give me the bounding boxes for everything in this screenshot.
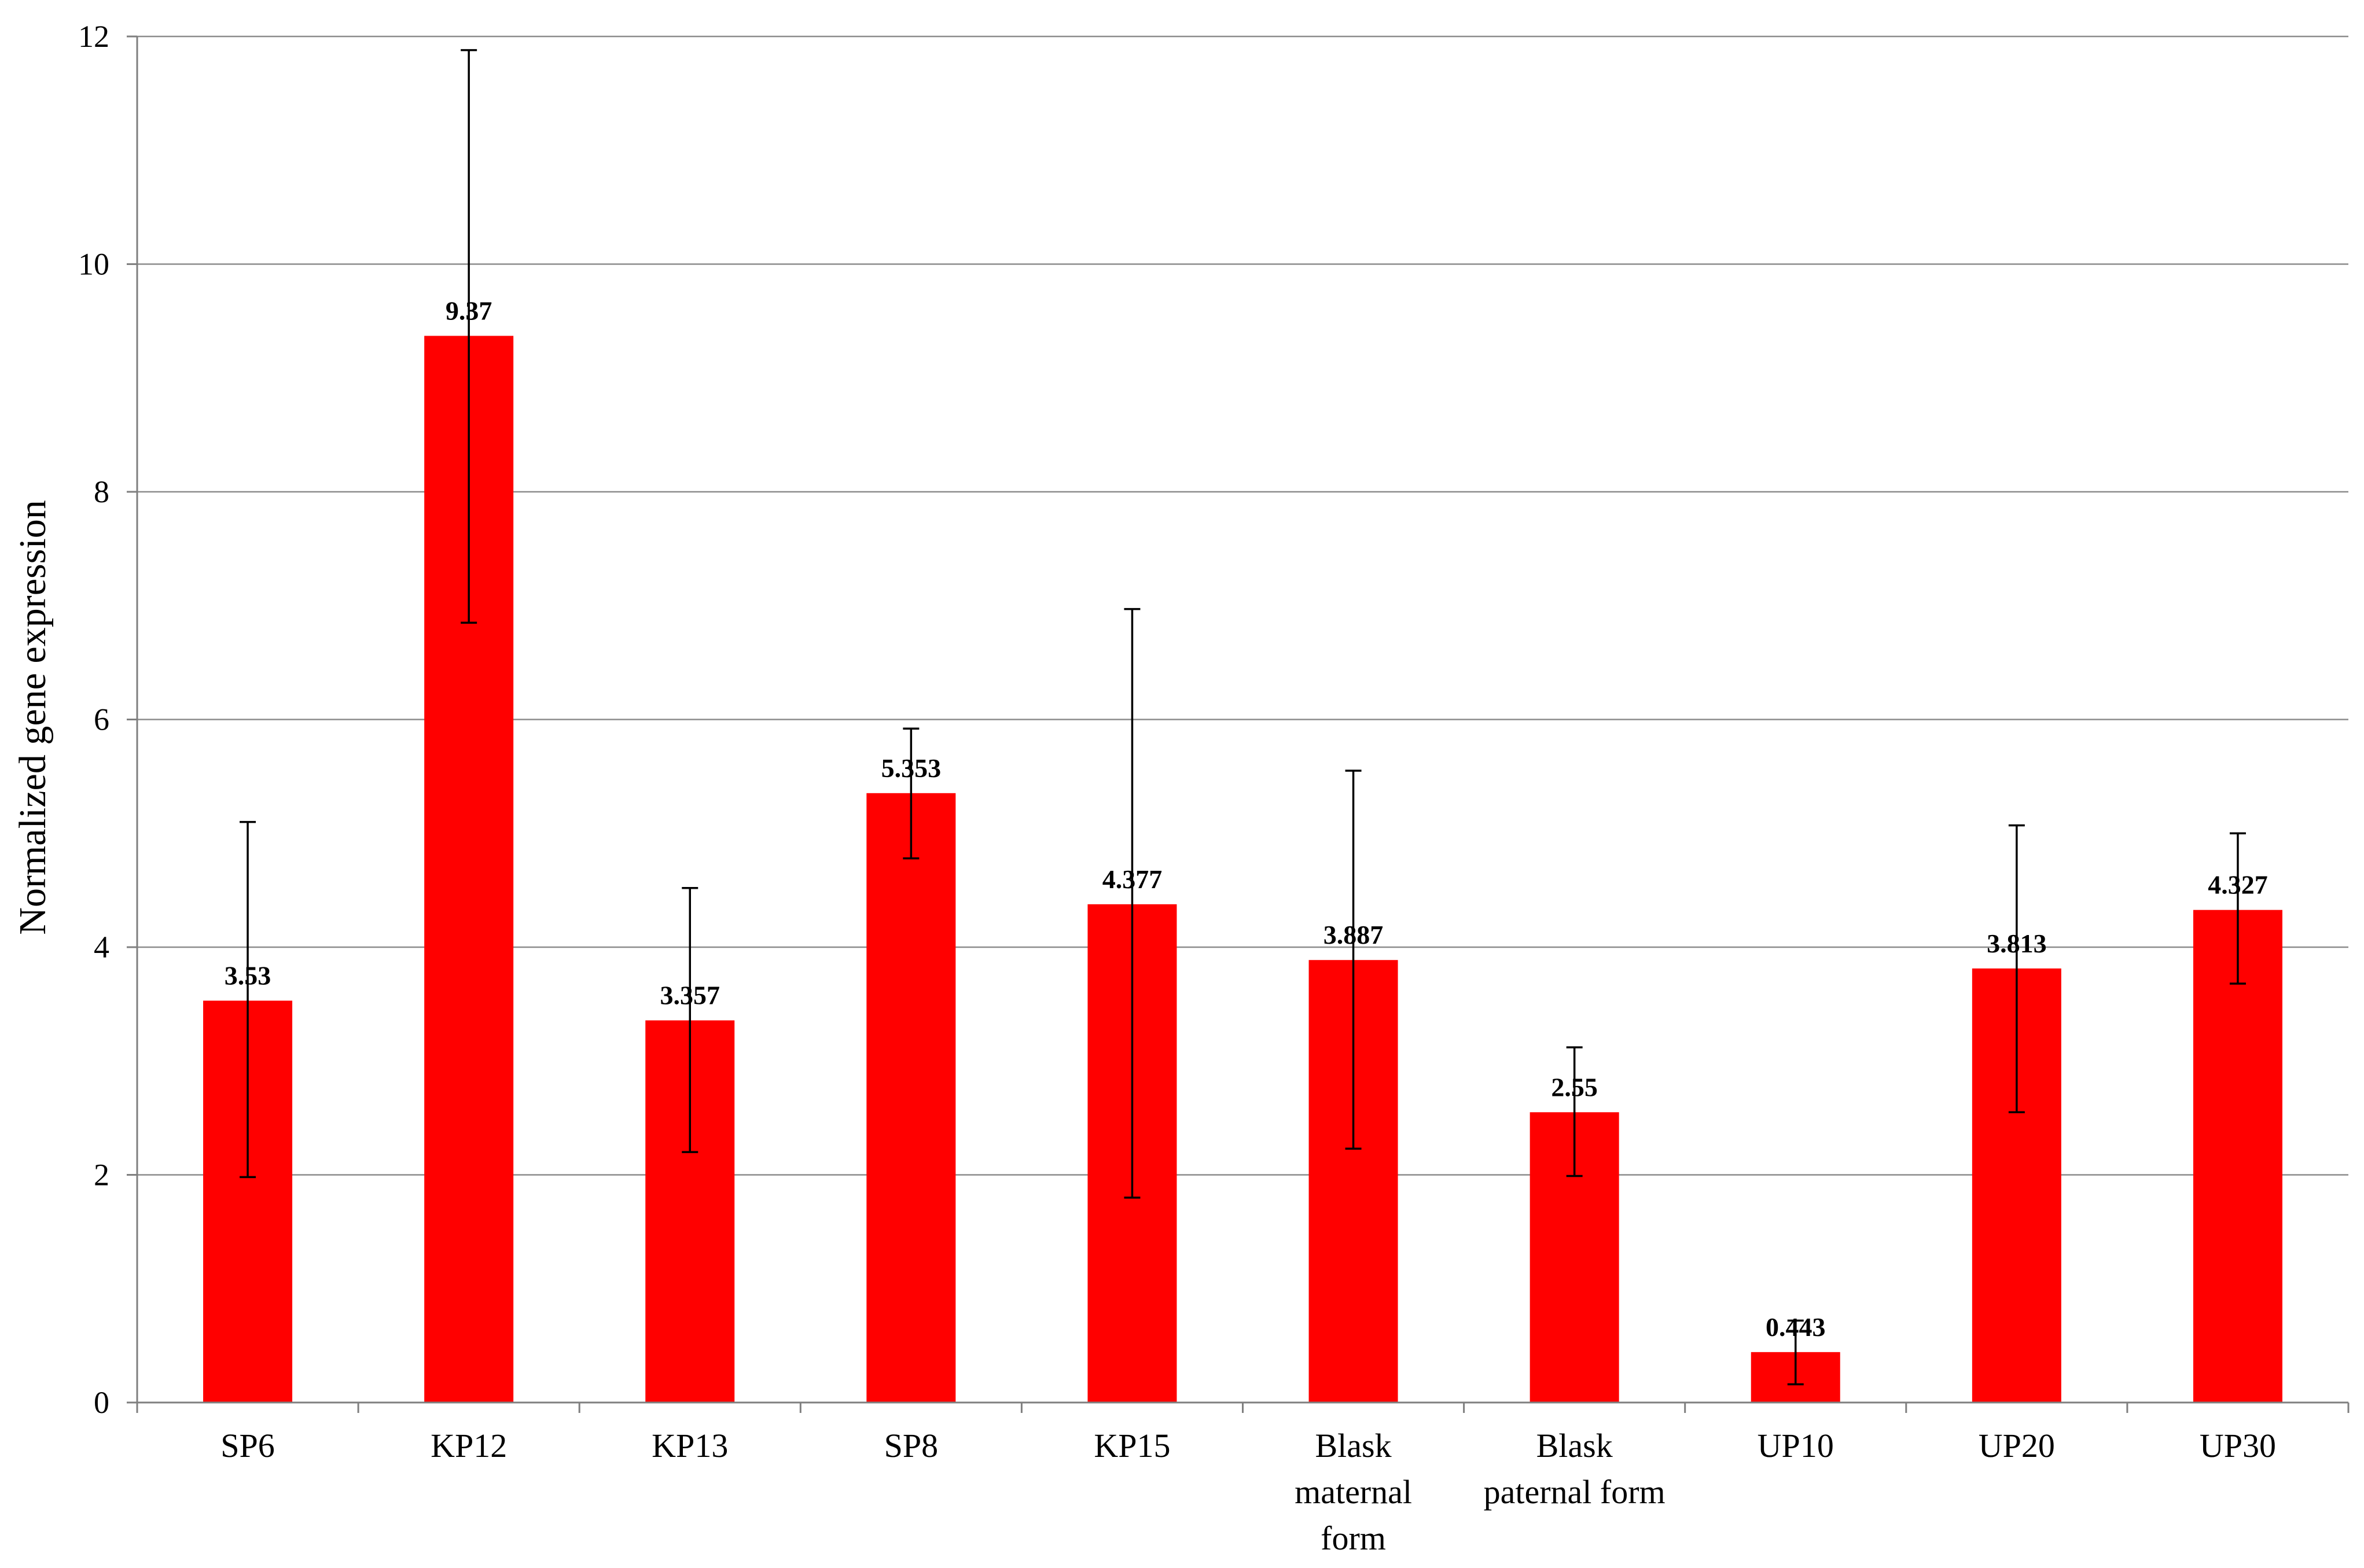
x-tick-label-line: KP15 bbox=[1094, 1427, 1170, 1464]
y-tick-label: 6 bbox=[94, 702, 109, 737]
x-tick-label-line: maternal bbox=[1295, 1473, 1412, 1511]
error-bar-layer bbox=[240, 49, 2246, 1386]
x-tick-label-line: Blask bbox=[1315, 1427, 1391, 1464]
data-label: 3.813 bbox=[1987, 929, 2047, 958]
x-tick-label-line: UP10 bbox=[1758, 1427, 1834, 1464]
y-tick-label: 4 bbox=[94, 930, 109, 965]
y-tick-label: 10 bbox=[78, 247, 109, 282]
x-tick-label-line: paternal form bbox=[1484, 1473, 1666, 1511]
x-tick-label-line: UP20 bbox=[1979, 1427, 2055, 1464]
x-tick-label-line: KP12 bbox=[431, 1427, 507, 1464]
x-tick-label: UP10 bbox=[1758, 1427, 1834, 1464]
data-label: 2.55 bbox=[1551, 1072, 1598, 1102]
x-tick-label: UP30 bbox=[2200, 1427, 2276, 1464]
bar bbox=[866, 793, 956, 1403]
y-tick-label: 8 bbox=[94, 474, 109, 509]
x-tick-label: KP13 bbox=[652, 1427, 728, 1464]
x-tick-label: Blask maternal form bbox=[1295, 1427, 1412, 1557]
x-tick-label-line: UP30 bbox=[2200, 1427, 2276, 1464]
x-tick-label-line: SP8 bbox=[884, 1427, 939, 1464]
x-tick-label: SP8 bbox=[884, 1427, 939, 1464]
x-tick-label-line: KP13 bbox=[652, 1427, 728, 1464]
data-label: 9.37 bbox=[446, 296, 492, 325]
x-tick-label: SP6 bbox=[220, 1427, 275, 1464]
bar bbox=[2193, 910, 2282, 1403]
x-tick-label-line: Blask bbox=[1536, 1427, 1613, 1464]
data-label: 0.443 bbox=[1766, 1312, 1826, 1342]
y-tick-label: 2 bbox=[94, 1158, 109, 1192]
y-tick-label: 0 bbox=[94, 1385, 109, 1420]
data-label: 4.327 bbox=[2208, 870, 2268, 900]
data-label: 5.353 bbox=[881, 753, 942, 783]
bar-layer bbox=[203, 336, 2282, 1403]
y-axis-title: Normalized gene expression bbox=[12, 500, 54, 934]
data-label: 3.357 bbox=[660, 981, 720, 1010]
x-tick-label: UP20 bbox=[1979, 1427, 2055, 1464]
x-tick-label: KP12 bbox=[431, 1427, 507, 1464]
data-label: 3.887 bbox=[1323, 920, 1384, 949]
data-label: 3.53 bbox=[225, 960, 271, 990]
label-layer: 0 2 4 6 8 10 12 3.53 SP6 9.37 KP12 3.357 KP13 5.353 SP… bbox=[78, 19, 2276, 1557]
y-tick-label: 12 bbox=[78, 19, 109, 54]
x-tick-label-line: SP6 bbox=[220, 1427, 275, 1464]
x-tick-label: KP15 bbox=[1094, 1427, 1170, 1464]
data-label: 4.377 bbox=[1102, 864, 1163, 894]
x-tick-label: Blask paternal form bbox=[1484, 1427, 1666, 1511]
axis-layer bbox=[127, 35, 2350, 1413]
x-tick-label-line: form bbox=[1321, 1519, 1386, 1557]
